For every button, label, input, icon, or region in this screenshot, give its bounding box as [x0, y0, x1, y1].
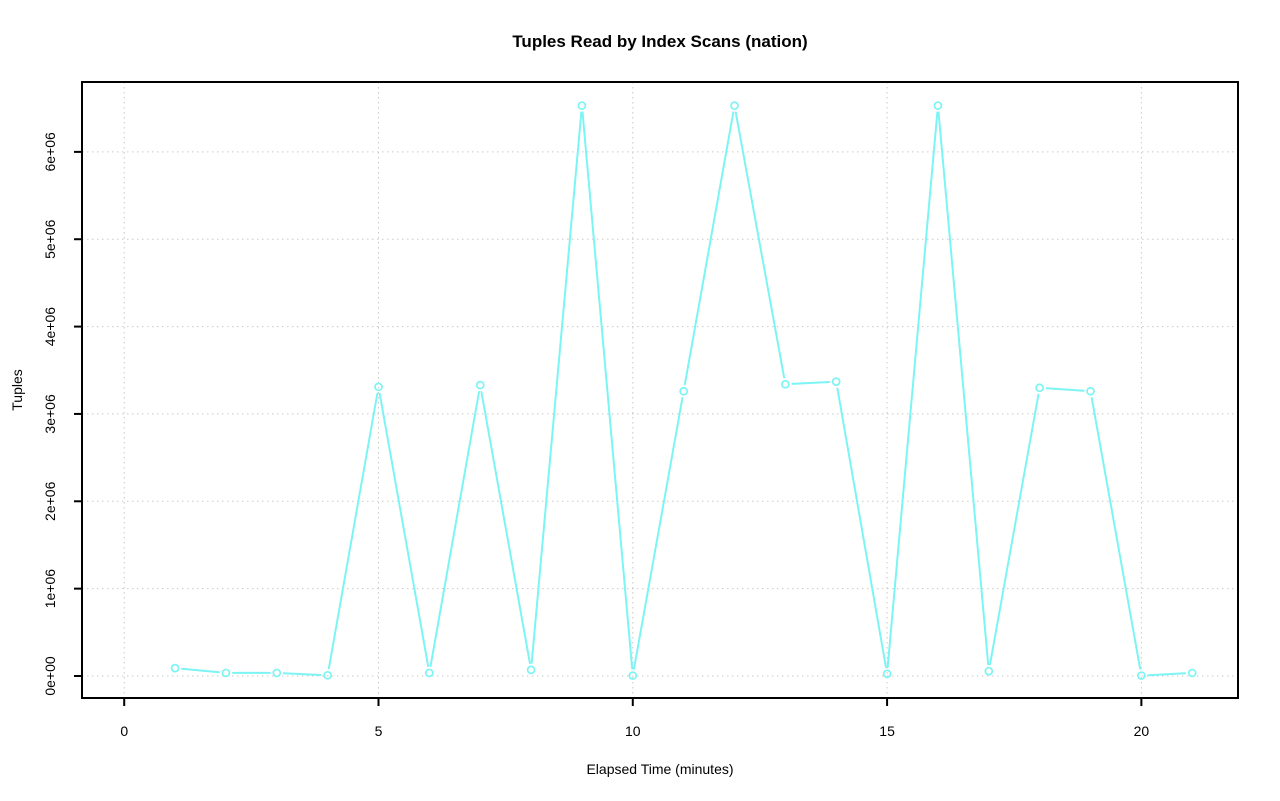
data-point-marker: [781, 379, 790, 389]
series-segment: [734, 111, 786, 379]
x-tick-label: 20: [1134, 723, 1150, 739]
data-point-marker: [628, 671, 638, 680]
y-tick-label: 1e+06: [42, 569, 58, 609]
y-tick-label: 4e+06: [42, 307, 58, 347]
series-segment: [181, 667, 220, 674]
data-point-marker: [374, 382, 383, 392]
series-segment: [480, 390, 531, 664]
data-point-marker: [425, 668, 434, 678]
data-point-marker: [1086, 386, 1095, 396]
plot-area: 0 5 10 15 20 0e+00 1e+06 2e+06 3e+06 4e+06 5e+06 6e…: [42, 81, 1239, 739]
data-point-marker: [1035, 383, 1045, 393]
x-tick-label: 5: [375, 723, 383, 739]
series-segment: [683, 111, 735, 386]
data-point-marker: [1187, 668, 1197, 678]
x-tick-label: 0: [120, 723, 128, 739]
series-segment: [530, 111, 583, 664]
series-segment: [791, 380, 831, 385]
series-segment: [886, 111, 939, 668]
series-segment: [1147, 672, 1187, 677]
series-segment: [836, 387, 887, 668]
y-tick-label: 5e+06: [42, 219, 58, 259]
data-point-marker: [170, 663, 180, 673]
series-segment: [378, 392, 430, 668]
series-segment: [989, 393, 1040, 666]
data-point-marker: [475, 380, 485, 390]
data-point-marker: [730, 101, 739, 110]
series-segment: [327, 392, 379, 670]
data-point-marker: [526, 665, 536, 675]
series-segment: [633, 397, 684, 670]
series-segment: [282, 672, 322, 676]
data-point-marker: [679, 386, 688, 396]
y-tick-label: 3e+06: [42, 394, 58, 434]
chart-title: Tuples Read by Index Scans (nation): [512, 32, 807, 51]
data-point-marker: [272, 668, 282, 678]
x-axis-label: Elapsed Time (minutes): [586, 761, 733, 777]
data-point-marker: [933, 101, 943, 110]
data-point-marker: [984, 666, 994, 676]
y-axis-label: Tuples: [9, 369, 25, 411]
data-point-marker: [221, 668, 231, 678]
x-tick-label: 10: [625, 723, 641, 739]
data-point-marker: [577, 101, 587, 110]
y-tick-label: 2e+06: [42, 481, 58, 521]
data-point-marker: [882, 669, 892, 679]
plot-box: [81, 81, 1239, 699]
data-point-marker: [1137, 671, 1146, 680]
series-segment: [429, 391, 480, 668]
series-segment: [1045, 387, 1085, 392]
series-segment: [1090, 397, 1142, 670]
data-point-marker: [323, 670, 332, 680]
y-tick-label: 6e+06: [42, 132, 58, 172]
x-tick-label: 15: [879, 723, 895, 739]
data-point-marker: [831, 377, 841, 386]
y-tick-label: 0e+00: [42, 656, 58, 696]
series-segment: [937, 111, 990, 666]
series-segment: [581, 111, 634, 670]
